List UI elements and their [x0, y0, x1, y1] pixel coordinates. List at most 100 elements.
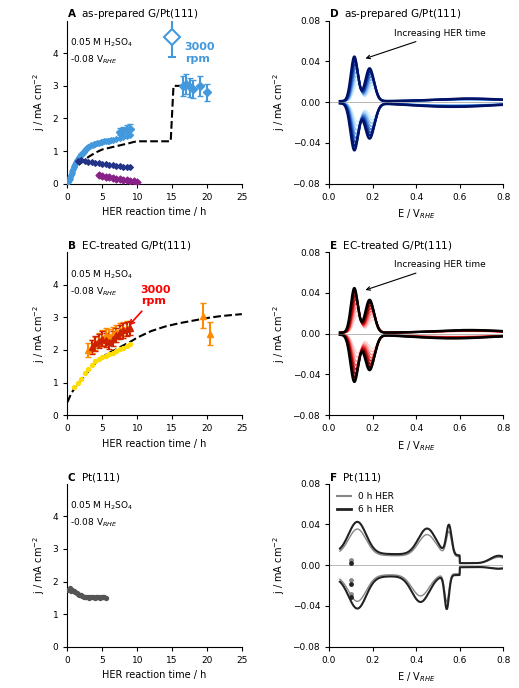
Point [66, 172, 74, 183]
Text: $\bf{B}$  EC-treated G/Pt(111): $\bf{B}$ EC-treated G/Pt(111) [67, 239, 192, 252]
Point [65, 175, 73, 186]
Point [100, 592, 108, 603]
Point [67, 585, 75, 596]
Point [97, 136, 105, 147]
Point [82, 143, 90, 154]
Point [70, 160, 78, 171]
Text: $\bf{D}$  as-prepared G/Pt(111): $\bf{D}$ as-prepared G/Pt(111) [329, 7, 461, 21]
Text: $\bf{C}$  Pt(111): $\bf{C}$ Pt(111) [67, 471, 121, 484]
Point [84, 156, 92, 167]
0 h HER [471, 559, 477, 568]
Point [122, 131, 131, 142]
Point [96, 592, 104, 603]
Point [126, 130, 134, 141]
Y-axis label: j / mA cm$^{-2}$: j / mA cm$^{-2}$ [31, 73, 47, 131]
0 h HER [449, 541, 455, 550]
Text: Increasing HER time: Increasing HER time [366, 261, 486, 290]
Point [347, 591, 355, 602]
Point [105, 348, 114, 359]
6 h HER [367, 538, 373, 546]
Point [75, 153, 83, 164]
Point [98, 352, 106, 363]
Point [72, 588, 80, 599]
Point [88, 591, 96, 602]
Point [112, 160, 120, 171]
Point [108, 134, 117, 145]
Point [88, 157, 96, 168]
Point [70, 382, 78, 393]
Point [71, 586, 79, 597]
Point [112, 173, 120, 184]
Point [72, 156, 80, 167]
Point [84, 363, 92, 374]
Point [71, 159, 79, 170]
Point [69, 164, 77, 175]
Text: $\bf{E}$  EC-treated G/Pt(111): $\bf{E}$ EC-treated G/Pt(111) [329, 239, 453, 252]
Point [119, 132, 128, 143]
Text: Increasing HER time: Increasing HER time [366, 29, 486, 58]
Point [102, 136, 110, 147]
X-axis label: E / V$_{RHE}$: E / V$_{RHE}$ [397, 439, 435, 453]
X-axis label: HER reaction time / h: HER reaction time / h [102, 207, 207, 217]
Text: 3000
rpm: 3000 rpm [130, 285, 171, 324]
Point [70, 585, 78, 596]
6 h HER [413, 539, 419, 547]
6 h HER [449, 538, 455, 546]
0 h HER [367, 542, 373, 550]
Point [83, 142, 91, 153]
6 h HER [504, 555, 511, 563]
Point [98, 592, 106, 603]
Point [75, 151, 84, 162]
Point [122, 175, 131, 186]
X-axis label: HER reaction time / h: HER reaction time / h [102, 439, 207, 449]
Line: 6 h HER: 6 h HER [340, 522, 508, 563]
Point [67, 168, 76, 179]
X-axis label: E / V$_{RHE}$: E / V$_{RHE}$ [397, 670, 435, 684]
Point [91, 356, 100, 367]
Point [122, 162, 131, 173]
Point [105, 135, 114, 146]
Point [81, 592, 89, 603]
Point [108, 172, 117, 183]
Y-axis label: j / mA cm$^{-2}$: j / mA cm$^{-2}$ [31, 305, 47, 363]
Point [92, 592, 100, 603]
Point [85, 592, 93, 603]
X-axis label: HER reaction time / h: HER reaction time / h [102, 670, 207, 680]
Text: $\bf{A}$  as-prepared G/Pt(111): $\bf{A}$ as-prepared G/Pt(111) [67, 7, 199, 21]
Y-axis label: j / mA cm$^{-2}$: j / mA cm$^{-2}$ [271, 305, 287, 363]
Point [89, 592, 98, 603]
Point [105, 159, 114, 170]
0 h HER [463, 559, 470, 568]
Point [93, 591, 102, 602]
Point [116, 133, 124, 144]
Point [99, 591, 107, 602]
Point [74, 155, 82, 166]
Point [102, 350, 110, 361]
Point [81, 144, 90, 155]
0 h HER [436, 544, 442, 552]
Point [347, 575, 355, 586]
6 h HER [436, 541, 442, 549]
Point [75, 589, 84, 600]
Y-axis label: j / mA cm$^{-2}$: j / mA cm$^{-2}$ [271, 536, 287, 594]
Legend: 0 h HER, 6 h HER: 0 h HER, 6 h HER [334, 488, 398, 518]
Point [74, 153, 82, 164]
Point [116, 161, 124, 172]
Point [102, 159, 110, 170]
Point [86, 592, 94, 603]
Point [65, 173, 74, 184]
Point [79, 591, 88, 602]
Text: 0.05 M H$_2$SO$_4$
-0.08 V$_{RHE}$: 0.05 M H$_2$SO$_4$ -0.08 V$_{RHE}$ [70, 37, 133, 67]
0 h HER [413, 542, 419, 550]
6 h HER [471, 559, 477, 568]
Point [84, 592, 92, 603]
Point [64, 584, 72, 595]
Point [100, 136, 108, 147]
Point [74, 588, 82, 599]
Point [102, 171, 110, 182]
Point [108, 160, 117, 171]
Point [88, 139, 97, 150]
Point [133, 177, 141, 188]
Point [81, 145, 89, 156]
Y-axis label: j / mA cm$^{-2}$: j / mA cm$^{-2}$ [271, 73, 287, 131]
